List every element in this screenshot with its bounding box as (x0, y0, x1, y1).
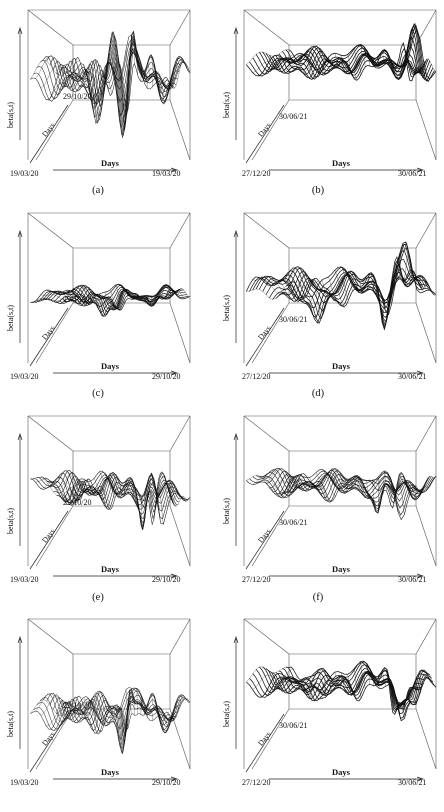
axis-arrows (233, 432, 425, 579)
plot-panel-g: beta(s,t) Days 29/10/20 Days 19/03/20 29/10/2… (0, 609, 222, 812)
x-end-label: 29/10/20 (152, 372, 181, 381)
wireframe-surface (30, 283, 191, 317)
depth-date-label: 29/10/20 (63, 295, 92, 304)
y-axis-label: beta(s,t) (6, 508, 15, 534)
surface-plot-d (233, 212, 437, 376)
x-end-label: 29/10/20 (152, 778, 181, 787)
x-axis-label: Days (101, 361, 119, 371)
wireframe-surface (246, 467, 437, 521)
plot-box (243, 415, 437, 567)
panel-caption: (c) (92, 388, 104, 399)
plot-panel-d: beta(s,t) Days 30/06/21 Days 27/12/20 30/06/2… (222, 203, 444, 406)
plot-panel-a: beta(s,t) Days 29/10/20 Days 19/03/20 19/03/2… (0, 0, 222, 203)
x-start-label: 19/03/20 (10, 575, 39, 584)
y-axis-label: beta(s,t) (222, 295, 231, 321)
depth-date-label: 30/06/21 (279, 112, 308, 121)
surface-plot-a (17, 9, 191, 173)
plot-panel-c: beta(s,t) Days 29/10/20 Days 19/03/20 29/10/2… (0, 203, 222, 406)
plot-box (27, 415, 191, 567)
panel-caption: (a) (92, 185, 104, 196)
plot-box (243, 212, 437, 364)
axis-arrows (17, 229, 179, 376)
depth-date-label: 30/06/21 (279, 315, 308, 324)
plot-box (27, 212, 191, 364)
x-end-label: 30/06/21 (398, 372, 427, 381)
panel-caption: (d) (311, 388, 325, 399)
wireframe-surface (30, 469, 191, 530)
x-start-label: 27/12/20 (242, 575, 271, 584)
x-end-label: 30/06/21 (398, 169, 427, 178)
surface-plot-h (233, 618, 437, 782)
x-axis-label: Days (101, 158, 119, 168)
surface-plot-g (17, 618, 191, 782)
surface-plot-b (233, 9, 437, 173)
wireframe-surface (245, 22, 437, 82)
axis-arrows (233, 635, 425, 782)
y-axis-label: beta(s,t) (222, 701, 231, 727)
surface-plot-f (233, 415, 437, 579)
plot-panel-h: beta(s,t) Days 30/06/21 Days 27/12/20 30/06/2… (222, 609, 444, 812)
y-axis-label: beta(s,t) (6, 711, 15, 737)
x-axis-label: Days (332, 361, 350, 371)
axis-arrows (17, 635, 179, 782)
depth-date-label: 30/06/21 (279, 721, 308, 730)
surface-plot-e (17, 415, 191, 579)
axis-arrows (17, 432, 179, 579)
panel-caption: (b) (311, 185, 325, 196)
axis-arrows (17, 26, 179, 173)
x-end-label: 19/03/20 (152, 169, 181, 178)
x-start-label: 19/03/20 (10, 778, 39, 787)
x-end-label: 30/06/21 (398, 575, 427, 584)
x-start-label: 27/12/20 (242, 372, 271, 381)
plot-box (243, 9, 437, 161)
y-axis-label: beta(s,t) (6, 305, 15, 331)
x-axis-label: Days (332, 564, 350, 574)
x-start-label: 19/03/20 (10, 169, 39, 178)
x-start-label: 19/03/20 (10, 372, 39, 381)
panel-caption: (f) (312, 592, 324, 603)
wireframe-surface (245, 241, 437, 331)
depth-date-label: 30/06/21 (279, 518, 308, 527)
x-end-label: 29/10/20 (152, 575, 181, 584)
plot-box (27, 9, 191, 161)
x-axis-label: Days (101, 767, 119, 777)
x-axis-label: Days (101, 564, 119, 574)
wireframe-surface (246, 660, 437, 722)
x-end-label: 30/06/21 (398, 778, 427, 787)
surface-plot-c (17, 212, 191, 376)
axis-arrows (233, 229, 425, 376)
plot-panel-f: beta(s,t) Days 30/06/21 Days 27/12/20 30/06/2… (222, 406, 444, 609)
depth-date-label: 29/10/20 (63, 498, 92, 507)
plot-panel-e: beta(s,t) Days 29/10/20 Days 19/03/20 29/10/2… (0, 406, 222, 609)
x-axis-label: Days (332, 158, 350, 168)
y-axis-label: beta(s,t) (222, 498, 231, 524)
wireframe-surface (30, 30, 191, 138)
axis-arrows (233, 26, 425, 173)
y-axis-label: beta(s,t) (6, 102, 15, 128)
x-start-label: 27/12/20 (242, 778, 271, 787)
panel-caption: (e) (92, 592, 104, 603)
depth-date-label: 29/10/20 (63, 701, 92, 710)
depth-date-label: 29/10/20 (63, 92, 92, 101)
plot-panel-b: beta(s,t) Days 30/06/21 Days 27/12/20 30/06/2… (222, 0, 444, 203)
y-axis-label: beta(s,t) (222, 92, 231, 118)
x-axis-label: Days (332, 767, 350, 777)
plot-box (27, 618, 191, 770)
wireframe-surface (30, 687, 191, 754)
x-start-label: 27/12/20 (242, 169, 271, 178)
